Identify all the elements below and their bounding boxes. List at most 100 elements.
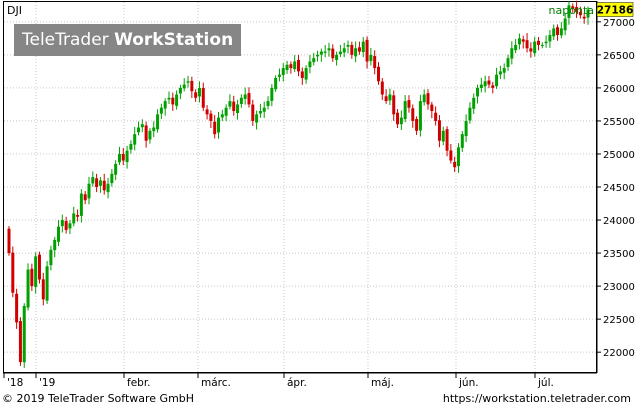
candle-body <box>510 48 514 59</box>
x-tick-label: máj. <box>371 377 394 389</box>
candle-body <box>18 321 22 363</box>
candle-body <box>49 249 53 266</box>
candle-body <box>60 220 64 227</box>
candle-body <box>430 104 434 112</box>
candle-body <box>316 54 320 57</box>
candle-body <box>53 239 57 251</box>
candle-body <box>243 94 247 99</box>
footer-url-link[interactable]: https://workstation.teletrader.com <box>442 392 631 405</box>
candle-body <box>361 41 365 53</box>
candle-body <box>239 97 243 104</box>
candle-body <box>133 134 137 145</box>
candle-body <box>274 77 278 90</box>
candle-body <box>373 56 377 69</box>
candle-body <box>11 252 15 293</box>
candle-body <box>479 84 483 89</box>
candle-body <box>533 41 537 54</box>
candle-body <box>152 127 156 132</box>
candle-body <box>399 117 403 125</box>
candle-body <box>415 119 419 131</box>
last-value-marker: 27186 <box>597 2 633 17</box>
candle-body <box>110 173 114 184</box>
candle-body <box>26 269 30 308</box>
candle-body <box>456 147 460 167</box>
y-tick-label: 23000 <box>603 282 635 293</box>
candle-body <box>159 107 163 114</box>
footer: © 2019 TeleTrader Software GmbH https://… <box>0 390 635 408</box>
candle-body <box>536 40 540 45</box>
candle-body <box>380 81 384 95</box>
candle-body <box>544 41 548 44</box>
candle-body <box>563 18 567 31</box>
candle-body <box>476 87 480 97</box>
candle-body <box>156 114 160 130</box>
candle-body <box>502 68 506 73</box>
candle-body <box>255 114 259 123</box>
candle-body <box>232 101 236 112</box>
candle-body <box>209 113 213 121</box>
candle-body <box>121 153 125 161</box>
candle-body <box>57 226 61 242</box>
watermark-text-1: TeleTrader <box>22 30 109 50</box>
candle-body <box>293 61 297 70</box>
candle-body <box>217 117 221 133</box>
y-tick-label: 24000 <box>603 216 635 227</box>
candle-body <box>83 194 87 201</box>
candle-body <box>392 95 396 115</box>
candle-body <box>129 144 133 150</box>
y-tick-label: 24500 <box>603 183 635 194</box>
candle-body <box>323 51 327 53</box>
candle-body <box>178 87 182 94</box>
candles <box>7 0 590 368</box>
candle-body <box>76 215 80 217</box>
candle-body <box>281 68 285 76</box>
candle-body <box>357 47 361 52</box>
candle-body <box>338 51 342 55</box>
candle-body <box>41 279 45 300</box>
candle-body <box>106 183 110 193</box>
candle-body <box>194 92 198 98</box>
candle-body <box>251 104 255 121</box>
candle-body <box>445 129 449 151</box>
candle-body <box>437 120 441 141</box>
y-tick-label: 26500 <box>603 51 635 62</box>
candle-body <box>205 109 209 115</box>
candle-body <box>331 48 335 59</box>
candle-body <box>491 85 495 88</box>
candle-body <box>559 28 563 36</box>
candle-body <box>586 9 590 18</box>
candle-body <box>270 87 274 101</box>
candle-body <box>167 97 171 100</box>
candle-body <box>556 27 560 36</box>
candle-body <box>262 107 266 112</box>
candle-body <box>266 101 270 106</box>
candle-body <box>464 120 468 137</box>
candle-body <box>483 81 487 87</box>
candle-body <box>582 16 586 19</box>
candle-body <box>434 112 438 121</box>
candle-body <box>327 48 331 51</box>
candle-body <box>575 7 579 12</box>
candle-body <box>45 266 49 301</box>
candle-body <box>468 107 472 121</box>
candle-body <box>148 130 152 140</box>
candle-body <box>163 101 167 109</box>
candle-body <box>453 161 457 168</box>
candle-body <box>258 111 262 114</box>
candle-body <box>521 39 525 42</box>
candle-body <box>117 153 121 163</box>
x-tick-label: '18 <box>7 377 23 389</box>
candle-body <box>72 213 76 224</box>
x-tick-label: febr. <box>127 377 151 389</box>
candle-body <box>418 101 422 131</box>
candle-body <box>308 61 312 68</box>
y-tick-label: 25500 <box>603 117 635 128</box>
candle-body <box>335 54 339 61</box>
candle-body <box>7 228 11 254</box>
candle-body <box>407 100 411 108</box>
candle-body <box>354 48 358 57</box>
y-tick-label: 22000 <box>603 348 635 359</box>
candle-body <box>426 93 430 105</box>
candle-body <box>369 54 373 62</box>
candle-body <box>220 114 224 118</box>
